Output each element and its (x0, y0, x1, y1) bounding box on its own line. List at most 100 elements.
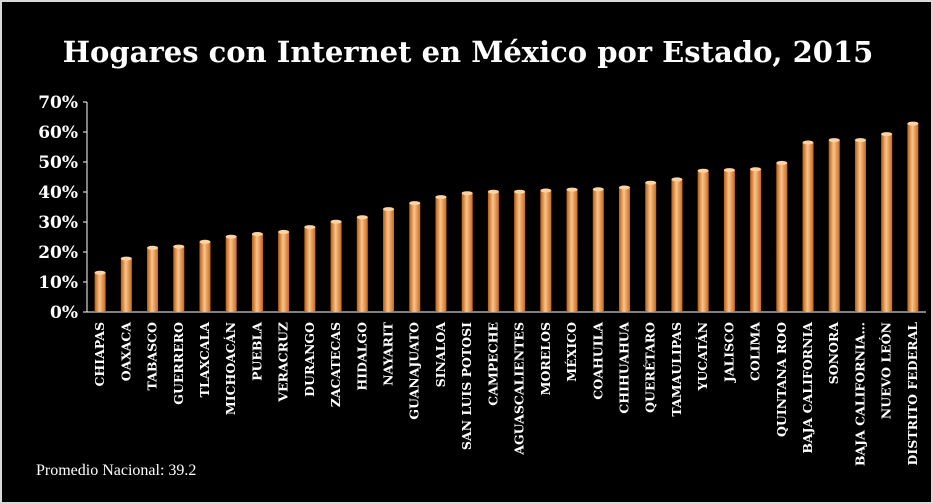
bar (278, 231, 290, 312)
x-tick-label: QUINTANA ROO (774, 322, 789, 437)
bar (618, 187, 630, 312)
bar (330, 221, 342, 312)
x-tick-label: CHIAPAS (92, 322, 107, 387)
x-tick-label: YUCATÁN (695, 322, 710, 392)
x-tick-label: JALISCO (721, 322, 736, 383)
bar (697, 170, 709, 312)
bar (645, 182, 657, 312)
bar (409, 203, 421, 312)
x-tick-label: NAYARIT (381, 321, 396, 386)
bar-top (828, 138, 840, 143)
x-tick-label: COAHUILA (590, 322, 605, 400)
bar-top (409, 201, 421, 206)
x-tick-label: SONORA (826, 322, 841, 385)
bar-top (645, 180, 657, 185)
bar-top (94, 270, 106, 275)
bar-top (251, 232, 263, 236)
bar (199, 241, 211, 312)
bar (540, 190, 552, 312)
bar (94, 272, 106, 312)
bar (251, 234, 263, 312)
x-tick-label: OAXACA (118, 322, 133, 381)
bar-top (120, 256, 132, 261)
bar (802, 142, 814, 312)
bar (120, 258, 132, 312)
bar (147, 247, 159, 312)
bar-top (723, 168, 735, 173)
bar (514, 191, 526, 312)
bar-top (461, 191, 473, 196)
x-tick-label: TABASCO (145, 322, 160, 391)
bar-top (356, 215, 368, 220)
x-tick-label: SAN LUIS POTOSI (459, 322, 474, 450)
x-tick-label: MICHOACÁN (223, 322, 238, 415)
y-tick-label: 10% (38, 273, 78, 293)
bar-top (330, 219, 342, 224)
bars (94, 121, 919, 312)
x-tick-label: MÉXICO (564, 322, 579, 382)
y-tick-labels: 0% 10% 20% 30% 40% 50% 60% 70% (38, 93, 87, 323)
bar (750, 169, 762, 312)
x-tick-label: TLAXCALA (197, 322, 212, 398)
y-tick-label: 40% (38, 183, 78, 203)
bar-top (881, 132, 893, 137)
y-tick-label: 70% (38, 93, 78, 113)
bar-top (383, 207, 395, 212)
x-tick-label: GUANAJUATO (407, 322, 422, 420)
bar (907, 123, 919, 312)
bar-top (592, 187, 604, 192)
bar (356, 217, 368, 312)
x-tick-label: AGUASCALIENTES (512, 322, 527, 456)
bar (461, 193, 473, 312)
y-tick-label: 60% (38, 123, 78, 143)
bar-top (225, 234, 237, 239)
y-tick-label: 50% (38, 153, 78, 173)
bar-top (618, 185, 630, 190)
y-tick-label: 20% (38, 243, 78, 263)
bar-top (304, 225, 316, 230)
x-tick-label: QUERÉTARO (643, 322, 658, 413)
bar (173, 246, 185, 312)
x-tick-label: DISTRITO FEDERAL (905, 322, 920, 466)
bar (592, 189, 604, 312)
bar-top (199, 239, 211, 244)
bar-top (435, 195, 447, 200)
bar-top (802, 140, 814, 145)
x-tick-label: CAMPECHE (485, 322, 500, 406)
bar-top (697, 168, 709, 173)
bar (828, 140, 840, 312)
x-tick-label: COLIMA (748, 322, 763, 381)
x-tick-label: TAMAULIPAS (669, 322, 684, 417)
bar (723, 170, 735, 312)
bar-top (750, 167, 762, 172)
x-tick-label: NUEVO LEÓN (878, 322, 894, 419)
bar-top (907, 121, 919, 126)
x-tick-label: HIDALGO (354, 322, 369, 391)
bar (854, 140, 866, 312)
x-tick-label: CHIHUAHUA (616, 322, 631, 414)
bar-top (671, 177, 683, 182)
bar (383, 209, 395, 312)
bar-top (540, 188, 552, 193)
bar (671, 179, 683, 312)
bar-top (566, 187, 578, 192)
bar-top (147, 245, 159, 250)
bar (776, 162, 788, 312)
y-tick-label: 30% (38, 213, 78, 233)
national-average-note: Promedio Nacional: 39.2 (36, 462, 196, 479)
x-tick-label: BAJA CALIFORNIA… (852, 322, 867, 466)
bar-top (278, 229, 290, 234)
x-tick-label: BAJA CALIFORNIA (800, 322, 815, 454)
x-tick-label: MORELOS (538, 322, 553, 395)
bar-top (173, 244, 185, 249)
x-tick-label: DURANGO (302, 322, 317, 397)
x-tick-label: SINALOA (433, 322, 448, 388)
x-tick-label: VERACRUZ (276, 322, 291, 403)
x-tick-label: GUERRERO (171, 322, 186, 405)
bar-top (854, 138, 866, 143)
bar-top (776, 160, 788, 165)
bar (566, 189, 578, 312)
bar (225, 236, 237, 312)
